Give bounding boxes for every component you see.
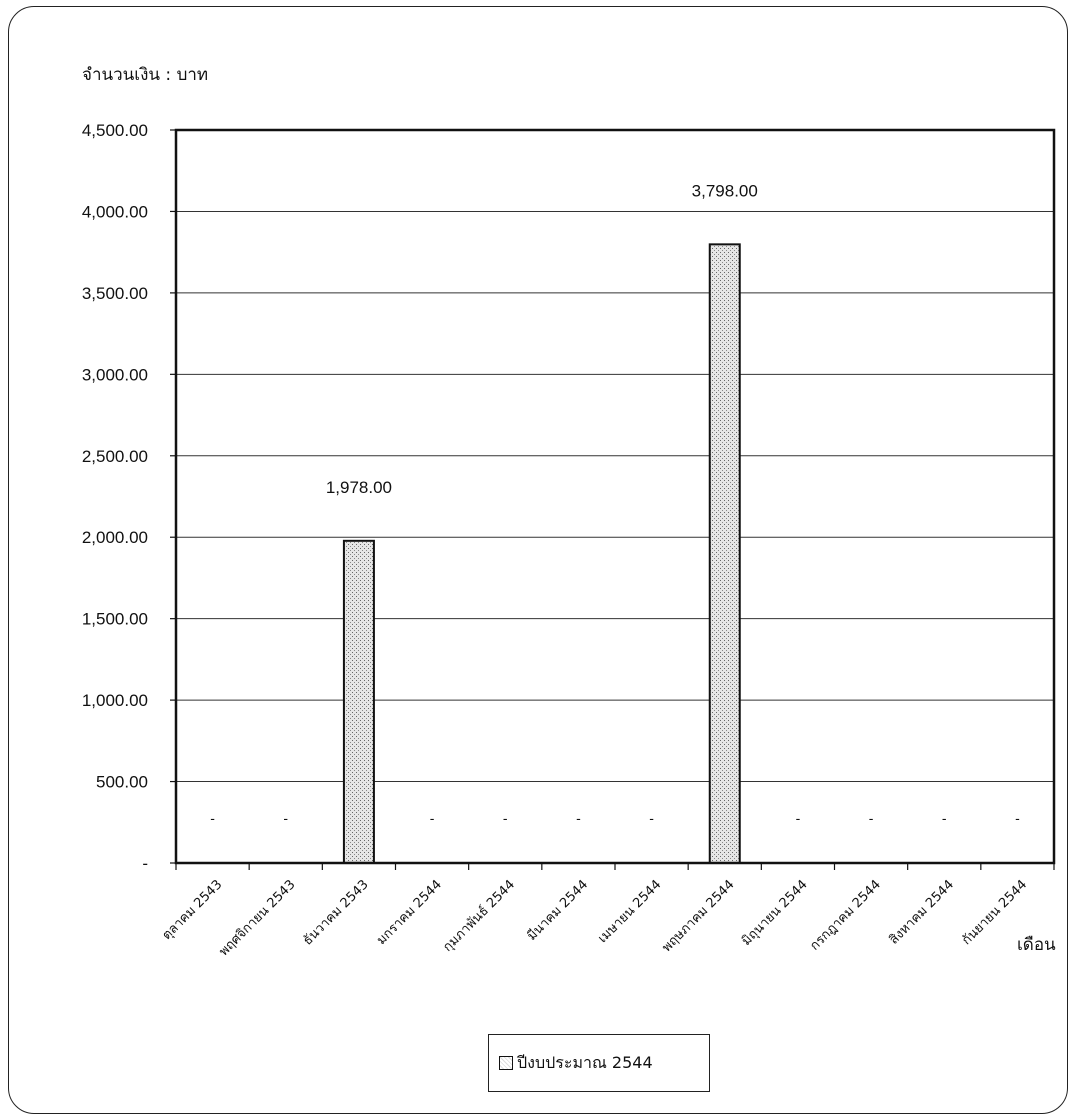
x-tick-label: พฤศจิกายน 2543 bbox=[216, 877, 298, 959]
axes: - 500.00 1,000.00 1,500.00 2,000.00 2,500.00 3… bbox=[82, 121, 1056, 959]
y-tick-label: 1,000.00 bbox=[82, 691, 148, 710]
data-label: - bbox=[649, 810, 654, 826]
data-label: - bbox=[283, 810, 288, 826]
data-label: - bbox=[430, 810, 435, 826]
legend: ปีงบประมาณ 2544 bbox=[488, 1034, 710, 1092]
x-tick-label: มีนาคม 2544 bbox=[524, 877, 591, 944]
plot-border bbox=[174, 128, 1056, 865]
y-tick-label: 3,500.00 bbox=[82, 284, 148, 303]
y-axis-label: จำนวนเงิน : บาท bbox=[82, 65, 208, 85]
data-label: - bbox=[1015, 810, 1020, 826]
gridlines bbox=[176, 210, 1054, 783]
x-axis-label: เดือน bbox=[1017, 935, 1056, 955]
x-tick-label: มกราคม 2544 bbox=[374, 877, 445, 948]
y-tick-label: 2,000.00 bbox=[82, 528, 148, 547]
x-tick-label: พฤษภาคม 2544 bbox=[660, 877, 738, 955]
chart-frame bbox=[8, 6, 1068, 1114]
bars bbox=[342, 243, 741, 864]
x-tick-label: กรกฎาคม 2544 bbox=[807, 877, 884, 954]
x-tick-label: ธันวาคม 2543 bbox=[300, 877, 371, 948]
y-tick-label: - bbox=[142, 854, 148, 873]
y-tick-label: 3,000.00 bbox=[82, 365, 148, 384]
data-label: - bbox=[942, 810, 947, 826]
data-label: 3,798.00 bbox=[692, 181, 758, 200]
bar bbox=[708, 243, 741, 864]
legend-label: ปีงบประมาณ 2544 bbox=[517, 1052, 653, 1072]
y-tick-label: 2,500.00 bbox=[82, 447, 148, 466]
y-tick-label: 500.00 bbox=[96, 773, 148, 792]
data-labels: - - 1,978.00 - - - - 3,798.00 - - - - bbox=[210, 181, 1020, 826]
x-tick-label: มิถุนายน 2544 bbox=[739, 877, 811, 949]
x-tick-label: กุมภาพันธ์ 2544 bbox=[440, 877, 518, 955]
data-label: - bbox=[869, 810, 874, 826]
data-label: - bbox=[796, 810, 801, 826]
y-tick-label: 1,500.00 bbox=[82, 610, 148, 629]
x-tick-label: ตุลาคม 2543 bbox=[160, 877, 226, 943]
x-tick-label: สิงหาคม 2544 bbox=[887, 877, 958, 948]
bar bbox=[342, 539, 375, 864]
y-tick-label: 4,500.00 bbox=[82, 121, 148, 140]
legend-swatch bbox=[499, 1056, 513, 1070]
data-label: 1,978.00 bbox=[326, 478, 392, 497]
y-tick-label: 4,000.00 bbox=[82, 202, 148, 221]
data-label: - bbox=[210, 810, 215, 826]
data-label: - bbox=[503, 810, 508, 826]
x-tick-label: เมษายน 2544 bbox=[595, 877, 664, 946]
data-label: - bbox=[576, 810, 581, 826]
